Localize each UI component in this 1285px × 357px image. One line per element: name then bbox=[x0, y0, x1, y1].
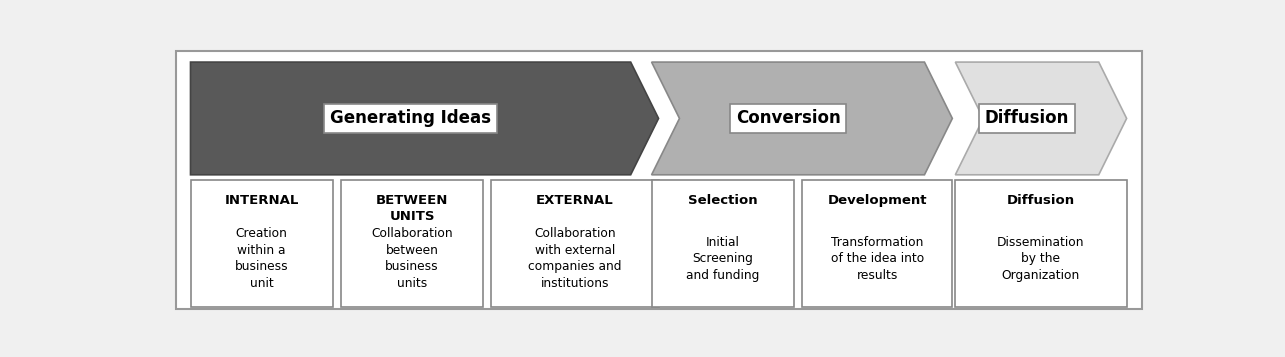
Text: Dissemination
by the
Organization: Dissemination by the Organization bbox=[997, 236, 1085, 282]
Polygon shape bbox=[955, 62, 1127, 175]
Text: Collaboration
between
business
units: Collaboration between business units bbox=[371, 227, 452, 290]
FancyBboxPatch shape bbox=[341, 180, 483, 307]
FancyBboxPatch shape bbox=[651, 180, 794, 307]
Text: Development: Development bbox=[828, 194, 926, 207]
Text: Collaboration
with external
companies and
institutions: Collaboration with external companies an… bbox=[528, 227, 622, 290]
Text: Transformation
of the idea into
results: Transformation of the idea into results bbox=[830, 236, 924, 282]
Polygon shape bbox=[651, 62, 952, 175]
Text: Diffusion: Diffusion bbox=[984, 110, 1069, 127]
Text: EXTERNAL: EXTERNAL bbox=[536, 194, 614, 207]
Text: Diffusion: Diffusion bbox=[1007, 194, 1076, 207]
Text: Selection: Selection bbox=[687, 194, 758, 207]
Text: Conversion: Conversion bbox=[735, 110, 840, 127]
Text: Creation
within a
business
unit: Creation within a business unit bbox=[235, 227, 289, 290]
FancyBboxPatch shape bbox=[955, 180, 1127, 307]
Text: BETWEEN
UNITS: BETWEEN UNITS bbox=[377, 194, 448, 222]
Text: Generating Ideas: Generating Ideas bbox=[330, 110, 491, 127]
FancyBboxPatch shape bbox=[491, 180, 659, 307]
FancyBboxPatch shape bbox=[802, 180, 952, 307]
FancyBboxPatch shape bbox=[190, 180, 333, 307]
Polygon shape bbox=[190, 62, 659, 175]
Text: Initial
Screening
and funding: Initial Screening and funding bbox=[686, 236, 759, 282]
Text: INTERNAL: INTERNAL bbox=[225, 194, 299, 207]
FancyBboxPatch shape bbox=[176, 51, 1141, 310]
